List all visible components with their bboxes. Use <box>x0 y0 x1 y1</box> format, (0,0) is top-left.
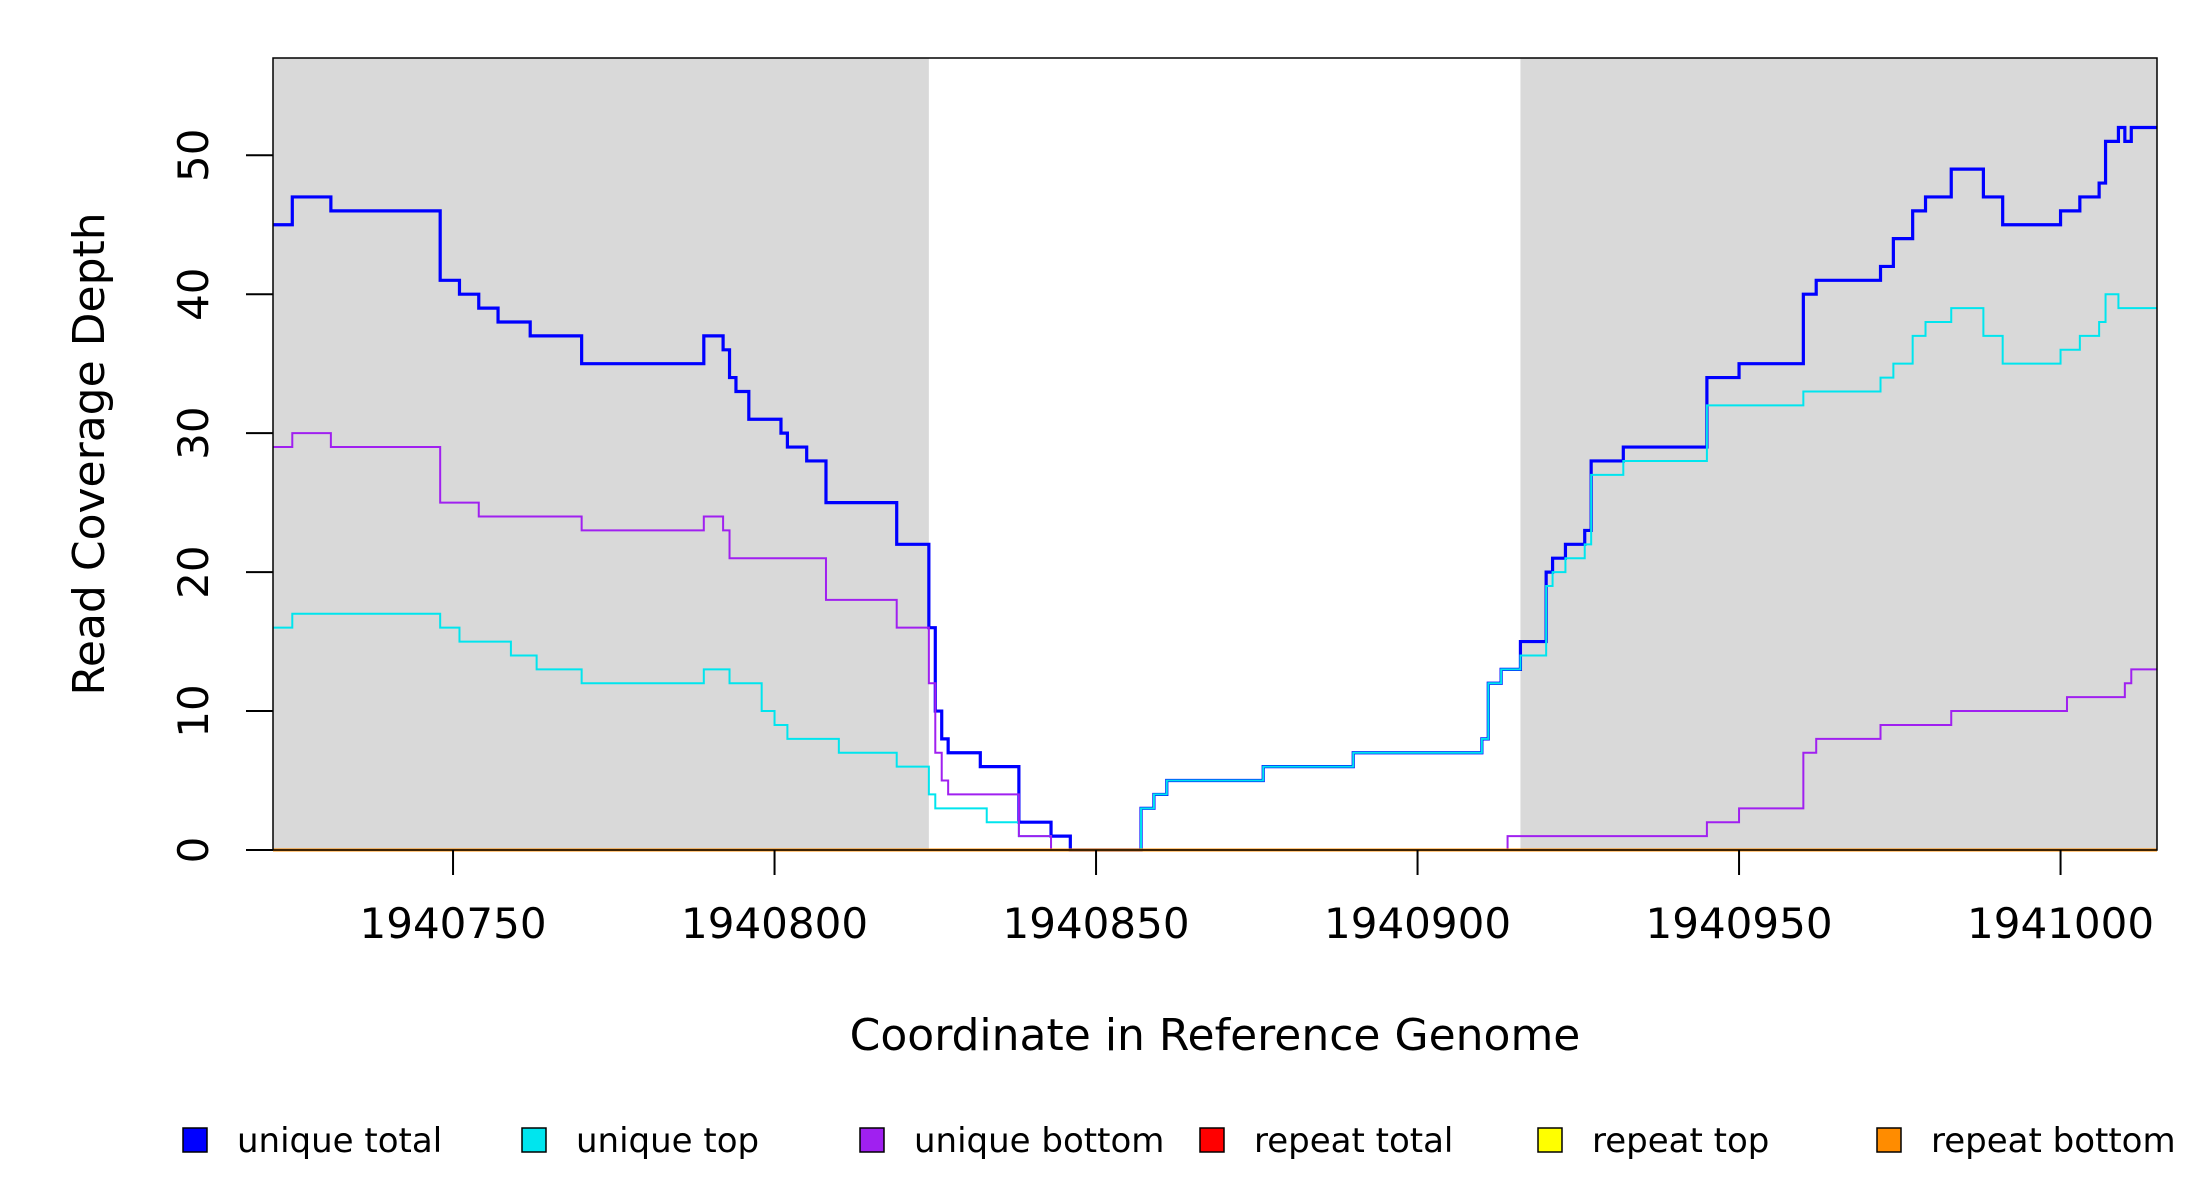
x-axis-title: Coordinate in Reference Genome <box>850 1010 1581 1061</box>
legend: unique total unique top unique bottom repea… <box>182 1121 2176 1161</box>
y-tick-label: 20 <box>169 545 218 598</box>
legend-swatch-repeat-bottom <box>1876 1127 1902 1153</box>
legend-swatch-unique-bottom <box>859 1127 885 1153</box>
y-tick-label: 0 <box>169 837 218 864</box>
y-axis: 0 10 20 30 40 50 <box>169 129 273 864</box>
y-tick-label: 30 <box>169 406 218 459</box>
y-tick-label: 40 <box>169 267 218 320</box>
x-tick-label: 1940900 <box>1324 899 1511 948</box>
x-tick-label: 1940750 <box>360 899 547 948</box>
legend-label-unique-bottom: unique bottom <box>914 1121 1164 1161</box>
y-tick-label: 50 <box>169 129 218 182</box>
y-tick-label: 10 <box>169 684 218 737</box>
x-tick-label: 1941000 <box>1967 899 2154 948</box>
shaded-region-2 <box>1520 58 2157 850</box>
x-tick-label: 1940950 <box>1646 899 1833 948</box>
legend-swatch-repeat-top <box>1537 1127 1563 1153</box>
x-tick-label: 1940850 <box>1003 899 1190 948</box>
y-axis-title: Read Coverage Depth <box>64 212 115 695</box>
legend-swatch-repeat-total <box>1199 1127 1225 1153</box>
x-tick-label: 1940800 <box>681 899 868 948</box>
shaded-region-1 <box>273 58 929 850</box>
plot-frame <box>272 57 2158 851</box>
x-axis: 1940750 1940800 1940850 1940900 1940950 19410… <box>360 850 2154 948</box>
legend-label-repeat-total: repeat total <box>1254 1121 1453 1161</box>
legend-label-unique-total: unique total <box>237 1121 442 1161</box>
shaded-regions <box>273 58 2157 850</box>
legend-label-repeat-bottom: repeat bottom <box>1931 1121 2176 1161</box>
series-line-unique-bottom <box>273 432 2157 851</box>
legend-label-repeat-top: repeat top <box>1592 1121 1769 1161</box>
legend-swatch-unique-top <box>521 1127 547 1153</box>
series-line-unique-top <box>273 293 2157 851</box>
legend-swatch-unique-total <box>182 1127 208 1153</box>
legend-label-unique-top: unique top <box>576 1121 759 1161</box>
